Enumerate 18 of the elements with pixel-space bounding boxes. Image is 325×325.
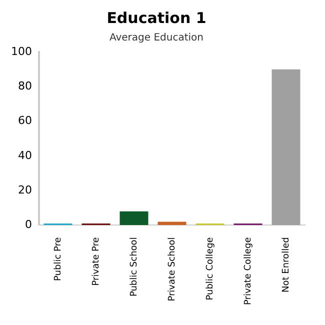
chart-title: Education 1 [106, 8, 206, 27]
y-tick-label: 80 [18, 79, 32, 92]
x-tick-label: Not Enrolled [281, 237, 292, 292]
x-tick-label: Public Pre [53, 236, 64, 281]
y-tick-label: 20 [18, 183, 32, 196]
x-tick-label: Private Pre [91, 236, 102, 286]
x-tick-label: Private School [167, 237, 178, 302]
y-tick-label: 100 [10, 44, 32, 58]
chart-subtitle: Average Education [109, 32, 204, 44]
y-tick-label: 60 [18, 114, 32, 128]
bar [120, 211, 148, 226]
y-tick-label: 0 [24, 218, 32, 232]
y-tick-label: 40 [18, 148, 32, 162]
x-tick-label: Public School [129, 237, 140, 297]
bar [272, 69, 300, 226]
x-tick-label: Public College [205, 236, 216, 300]
bar [158, 222, 186, 226]
x-tick-label: Private College [243, 236, 254, 306]
